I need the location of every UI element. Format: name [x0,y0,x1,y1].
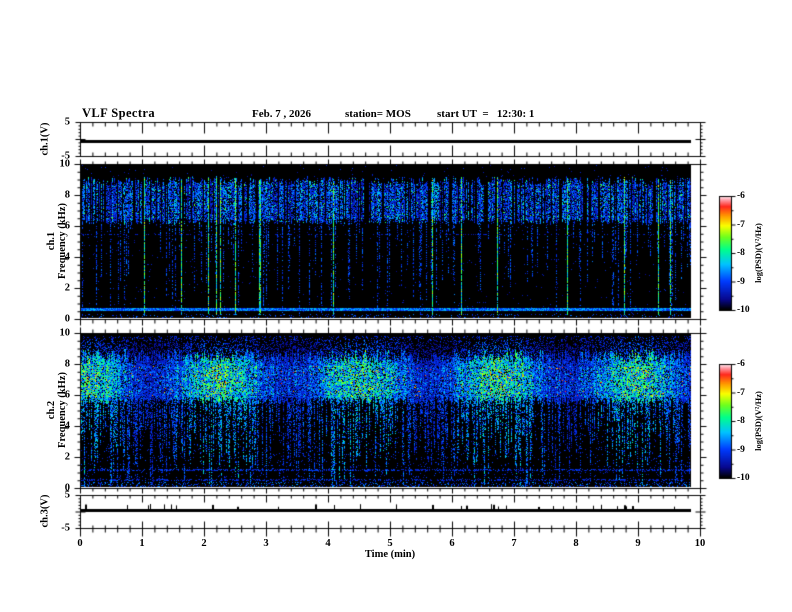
colorbar2-axis-label: log(PSD)(V²/Hz) [753,391,763,451]
colorbar1-tick-label: -10 [737,305,750,315]
time-axis-label: Time (min) [364,549,416,560]
colorbar1-tick-label: -7 [737,219,745,230]
colorbar2-tick-label: -7 [737,387,745,398]
ch3-waveform-panel [80,495,700,528]
x-tick-label: 9 [635,538,641,549]
ch2-spec-ytick-label: 10 [59,327,71,339]
x-tick-label: 4 [325,538,331,549]
ch1-spec-ytick-label: 2 [64,282,70,294]
colorbar-1 [719,196,731,310]
colorbar-2 [719,364,731,478]
ch2-spec-label-line2: Frequency (kHz) [57,372,68,448]
ch2-frequency-axis-label: ch.2 Frequency (kHz) [46,372,68,448]
x-tick-label: 2 [201,538,207,549]
colorbar1-tick-label: -8 [737,248,745,258]
colorbar2-tick-label: -8 [737,416,745,426]
colorbar2-tick-label: -9 [737,444,745,455]
x-tick-label: 8 [573,538,579,549]
date-label: Feb. 7 , 2026 [252,108,311,120]
ch2-spec-ytick-label: 4 [64,420,70,432]
ch1-spec-label-line1: ch.1 [46,231,57,251]
x-tick-label: 10 [694,538,706,549]
ch1-waveform-panel [80,122,700,156]
ch3-wave-ytick-label: 5 [64,489,70,501]
ch2-spec-ytick-label: 0 [64,482,70,494]
station-label: station= MOS [345,108,411,120]
colorbar1-axis-label: log(PSD)(V²/Hz) [753,223,763,283]
ch1-spec-ytick-label: 4 [64,251,70,263]
ch2-spec-ytick-label: 6 [64,389,70,401]
ch1-spectrogram-panel [80,164,700,319]
ch3-wave-ytick-label: -5 [61,522,70,534]
x-tick-label: 5 [387,538,393,549]
plot-title: VLF Spectra [82,106,156,120]
x-tick-label: 7 [511,538,517,549]
ch2-spec-label-line1: ch.2 [46,400,57,420]
ch2-spectrogram-panel [80,333,700,488]
ch1-spec-ytick-label: 10 [59,158,71,170]
colorbar2-tick-label: -10 [737,473,750,483]
ch1-frequency-axis-label: ch.1 Frequency (kHz) [46,203,68,279]
ch1-spec-label-line2: Frequency (kHz) [57,203,68,279]
ch1-spec-ytick-label: 0 [64,313,70,325]
ch2-spec-ytick-label: 2 [64,451,70,463]
ch1-spec-ytick-label: 6 [64,220,70,232]
x-tick-label: 3 [263,538,269,549]
ch2-spec-ytick-label: 8 [64,358,70,370]
colorbar1-tick-label: -9 [737,276,745,287]
colorbar2-tick-label: -6 [737,359,745,369]
x-tick-label: 0 [77,538,83,549]
x-tick-label: 1 [139,538,145,549]
x-tick-label: 6 [449,538,455,549]
colorbar1-tick-label: -6 [737,191,745,201]
start-ut-label: start UT = 12:30: 1 [437,108,535,120]
ch1-wave-ytick-label: -5 [61,150,70,162]
ch1-spec-ytick-label: 8 [64,189,70,201]
ch1-wave-ytick-label: 5 [64,116,70,128]
